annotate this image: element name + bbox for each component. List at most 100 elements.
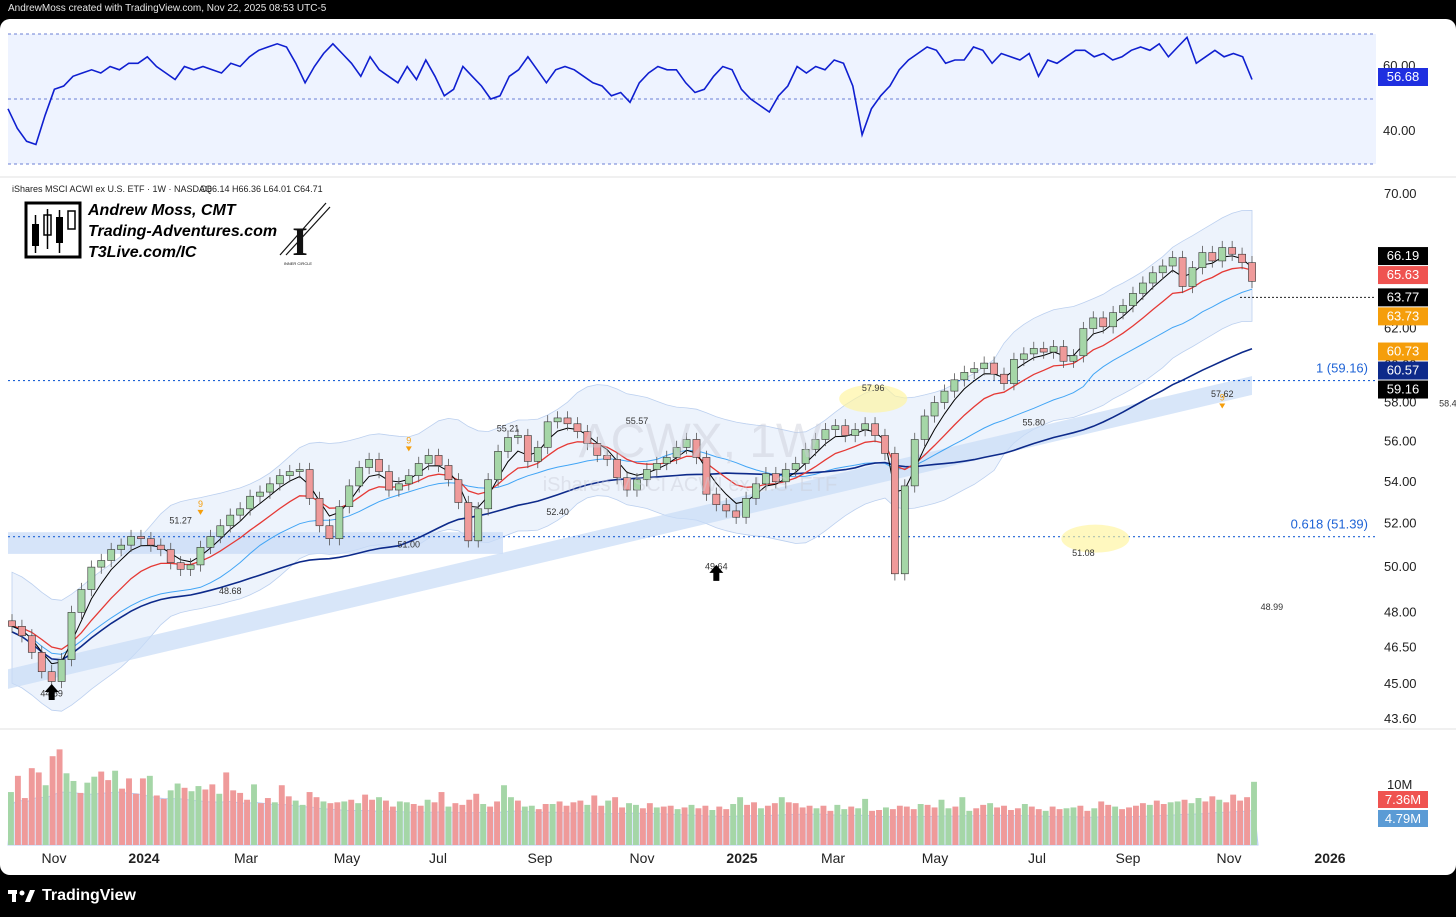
volume-bar	[577, 800, 584, 845]
volume-bar	[1119, 809, 1126, 845]
volume-bar	[1042, 810, 1049, 845]
candle-body	[533, 447, 542, 462]
volume-bar	[8, 792, 14, 845]
candle-body	[672, 447, 681, 458]
volume-bar	[389, 806, 396, 845]
x-axis-label: Sep	[1116, 850, 1141, 866]
volume-bar	[56, 749, 63, 845]
price-value-box	[1378, 288, 1428, 307]
candle-body	[1208, 252, 1217, 262]
candle-body	[117, 544, 125, 550]
volume-bar	[626, 803, 632, 845]
price-tick-label: 54.00	[1384, 474, 1417, 489]
volume-bar	[813, 808, 820, 845]
volume-avg-box	[1378, 810, 1428, 827]
candle-body	[1228, 247, 1237, 255]
price-legend-ohlc: O66.14 H66.36 L64.01 C64.71	[200, 184, 323, 194]
volume-bar	[258, 803, 264, 845]
volume-bar	[862, 798, 869, 845]
candle-body	[18, 626, 26, 637]
candle-body	[861, 423, 869, 430]
volume-bar	[1237, 800, 1244, 845]
ma-40-line	[11, 347, 1253, 661]
volume-bar	[292, 800, 299, 845]
volume-bar	[146, 775, 153, 845]
price-tick-label: 43.60	[1384, 711, 1417, 726]
candle-body	[375, 459, 383, 472]
volume-bar	[1105, 804, 1112, 845]
candle-body	[553, 417, 562, 423]
candle-body	[1089, 317, 1098, 329]
volume-bar	[334, 802, 341, 845]
price-value-box	[1378, 342, 1428, 361]
volume-bar	[896, 805, 903, 845]
chart-canvas[interactable]: 60.00 40.00 56.68 1 (59.16) 0.618 (51.39)…	[0, 19, 1456, 875]
candle-body	[8, 620, 16, 627]
volume-bar	[160, 798, 167, 845]
td-nine-label: 9	[198, 499, 203, 509]
price-annotation: 51.27	[169, 516, 192, 526]
candle-body	[851, 429, 860, 436]
volume-bar	[1001, 805, 1007, 845]
candle-body	[1139, 282, 1147, 294]
x-axis-label: 2025	[726, 850, 757, 866]
volume-bar	[931, 807, 938, 845]
volume-bar	[1112, 806, 1119, 845]
volume-bar	[758, 808, 764, 845]
candle-body	[732, 510, 741, 518]
candle-body	[176, 562, 185, 570]
candle-body	[395, 483, 403, 491]
arrow-up-icon	[44, 683, 59, 700]
price-tick-label: 52.00	[1384, 516, 1417, 531]
candle-body	[355, 467, 364, 487]
volume-bar	[77, 792, 84, 845]
rsi-value-label: 56.68	[1387, 69, 1420, 84]
volume-bar	[667, 805, 674, 845]
x-axis-label: Jul	[429, 850, 447, 866]
volume-bar	[1202, 801, 1209, 845]
candle-body	[970, 368, 979, 373]
price-value-box	[1378, 266, 1428, 285]
candle-body	[1029, 348, 1038, 355]
volume-bar	[889, 809, 896, 845]
volume-bar	[938, 799, 945, 845]
volume-bar	[63, 773, 70, 845]
volume-bar	[674, 809, 681, 845]
volume-bar	[1230, 794, 1237, 845]
volume-bar	[126, 778, 132, 845]
volume-bar	[716, 806, 723, 845]
candle-body	[1129, 293, 1137, 306]
volume-bar	[1008, 809, 1014, 845]
rsi-line	[7, 35, 1253, 146]
candle-body	[345, 485, 354, 507]
author-name: Andrew Moss, CMT	[87, 202, 237, 219]
volume-bar	[195, 786, 202, 845]
volume-bar	[21, 798, 28, 845]
candle-body	[781, 469, 790, 483]
td-nine-label: 9	[406, 435, 411, 445]
candle-body	[1158, 265, 1167, 274]
td-nine-arrow	[405, 446, 412, 452]
volume-bar	[883, 807, 889, 845]
candle-body	[1069, 355, 1078, 362]
tradingview-logo[interactable]: TradingView	[8, 887, 136, 905]
volume-bar	[764, 805, 771, 845]
candle-body	[186, 564, 195, 570]
volume-bar	[535, 809, 542, 845]
price-value-label: 59.16	[1387, 382, 1420, 397]
candle-body	[1168, 257, 1177, 267]
candle-body	[335, 506, 344, 539]
volume-bar	[702, 805, 709, 845]
volume-bar	[376, 797, 382, 845]
volume-bar	[112, 770, 119, 845]
candle-body	[1019, 353, 1028, 360]
candle-body	[841, 425, 850, 436]
candle-body	[523, 435, 532, 462]
candle-body	[543, 421, 552, 448]
candle-body	[771, 473, 780, 483]
candle-body	[603, 455, 612, 460]
volume-bar	[487, 806, 494, 845]
volume-bar	[410, 804, 417, 845]
x-axis-label: Jul	[1028, 850, 1046, 866]
candle-body	[1079, 328, 1088, 357]
